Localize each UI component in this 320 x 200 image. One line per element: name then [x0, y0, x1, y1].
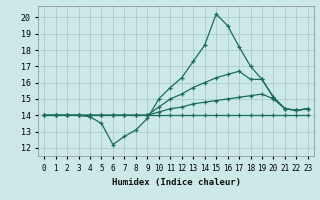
X-axis label: Humidex (Indice chaleur): Humidex (Indice chaleur): [111, 178, 241, 187]
